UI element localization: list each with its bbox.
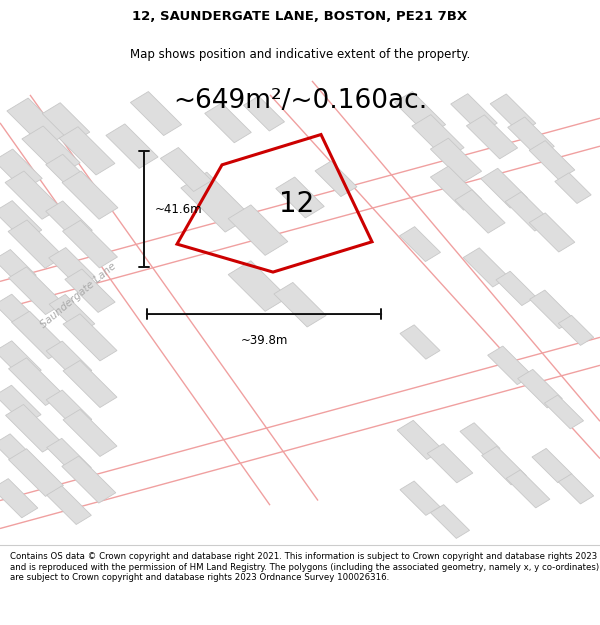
Polygon shape	[400, 227, 440, 261]
Polygon shape	[529, 213, 575, 252]
Polygon shape	[481, 168, 527, 208]
Polygon shape	[62, 456, 116, 503]
Polygon shape	[530, 290, 574, 329]
Polygon shape	[8, 358, 64, 406]
Text: ~649m²/~0.160ac.: ~649m²/~0.160ac.	[173, 88, 427, 114]
Text: 12, SAUNDERGATE LANE, BOSTON, PE21 7BX: 12, SAUNDERGATE LANE, BOSTON, PE21 7BX	[133, 10, 467, 23]
Polygon shape	[508, 117, 554, 157]
Polygon shape	[274, 282, 326, 327]
Polygon shape	[558, 474, 594, 504]
Polygon shape	[394, 92, 446, 136]
Polygon shape	[466, 115, 518, 159]
Text: Map shows position and indicative extent of the property.: Map shows position and indicative extent…	[130, 48, 470, 61]
Polygon shape	[400, 481, 440, 516]
Polygon shape	[488, 346, 532, 384]
Polygon shape	[430, 166, 482, 210]
Polygon shape	[460, 422, 500, 457]
Polygon shape	[555, 173, 591, 204]
Polygon shape	[228, 205, 288, 256]
Polygon shape	[529, 141, 575, 180]
Polygon shape	[7, 98, 65, 148]
Polygon shape	[0, 149, 42, 190]
Polygon shape	[496, 271, 536, 306]
Polygon shape	[42, 102, 90, 143]
Polygon shape	[22, 126, 80, 176]
Polygon shape	[315, 161, 357, 197]
Polygon shape	[0, 341, 41, 381]
Polygon shape	[62, 220, 118, 268]
Text: Saundergate Lane: Saundergate Lane	[38, 261, 118, 330]
Polygon shape	[544, 395, 584, 429]
Polygon shape	[505, 192, 551, 231]
Polygon shape	[397, 421, 443, 459]
Polygon shape	[46, 154, 92, 194]
Text: Contains OS data © Crown copyright and database right 2021. This information is : Contains OS data © Crown copyright and d…	[10, 552, 599, 582]
Polygon shape	[49, 294, 95, 334]
Polygon shape	[532, 448, 572, 482]
Polygon shape	[46, 341, 92, 380]
Polygon shape	[130, 92, 182, 136]
Polygon shape	[490, 94, 536, 133]
Polygon shape	[482, 446, 526, 485]
Polygon shape	[0, 249, 36, 285]
Polygon shape	[62, 171, 118, 219]
Polygon shape	[49, 248, 95, 288]
Polygon shape	[455, 190, 505, 233]
Text: 12: 12	[280, 191, 314, 219]
Polygon shape	[244, 96, 284, 131]
Polygon shape	[427, 444, 473, 483]
Text: ~41.6m: ~41.6m	[155, 202, 202, 216]
Text: ~39.8m: ~39.8m	[241, 334, 287, 347]
Polygon shape	[276, 177, 324, 218]
Polygon shape	[0, 385, 41, 424]
Polygon shape	[11, 311, 67, 359]
Polygon shape	[518, 369, 562, 408]
Polygon shape	[430, 504, 470, 538]
Polygon shape	[181, 173, 251, 232]
Polygon shape	[65, 269, 115, 312]
Polygon shape	[47, 486, 91, 524]
Polygon shape	[106, 124, 158, 169]
Polygon shape	[160, 148, 212, 191]
Polygon shape	[8, 449, 64, 496]
Polygon shape	[46, 390, 92, 429]
Polygon shape	[46, 201, 92, 241]
Polygon shape	[0, 201, 42, 241]
Polygon shape	[8, 220, 64, 268]
Polygon shape	[412, 114, 464, 159]
Polygon shape	[430, 138, 482, 182]
Polygon shape	[506, 470, 550, 508]
Polygon shape	[228, 261, 288, 311]
Polygon shape	[558, 316, 594, 346]
Polygon shape	[400, 325, 440, 359]
Polygon shape	[451, 94, 497, 133]
Polygon shape	[463, 248, 509, 287]
Polygon shape	[8, 267, 64, 314]
Polygon shape	[63, 361, 117, 408]
Polygon shape	[59, 127, 115, 175]
Polygon shape	[0, 479, 38, 518]
Polygon shape	[63, 409, 117, 456]
Polygon shape	[0, 434, 36, 469]
Polygon shape	[5, 404, 61, 452]
Polygon shape	[63, 314, 117, 361]
Polygon shape	[47, 438, 91, 477]
Polygon shape	[205, 103, 251, 142]
Polygon shape	[0, 294, 41, 334]
Polygon shape	[5, 171, 61, 219]
